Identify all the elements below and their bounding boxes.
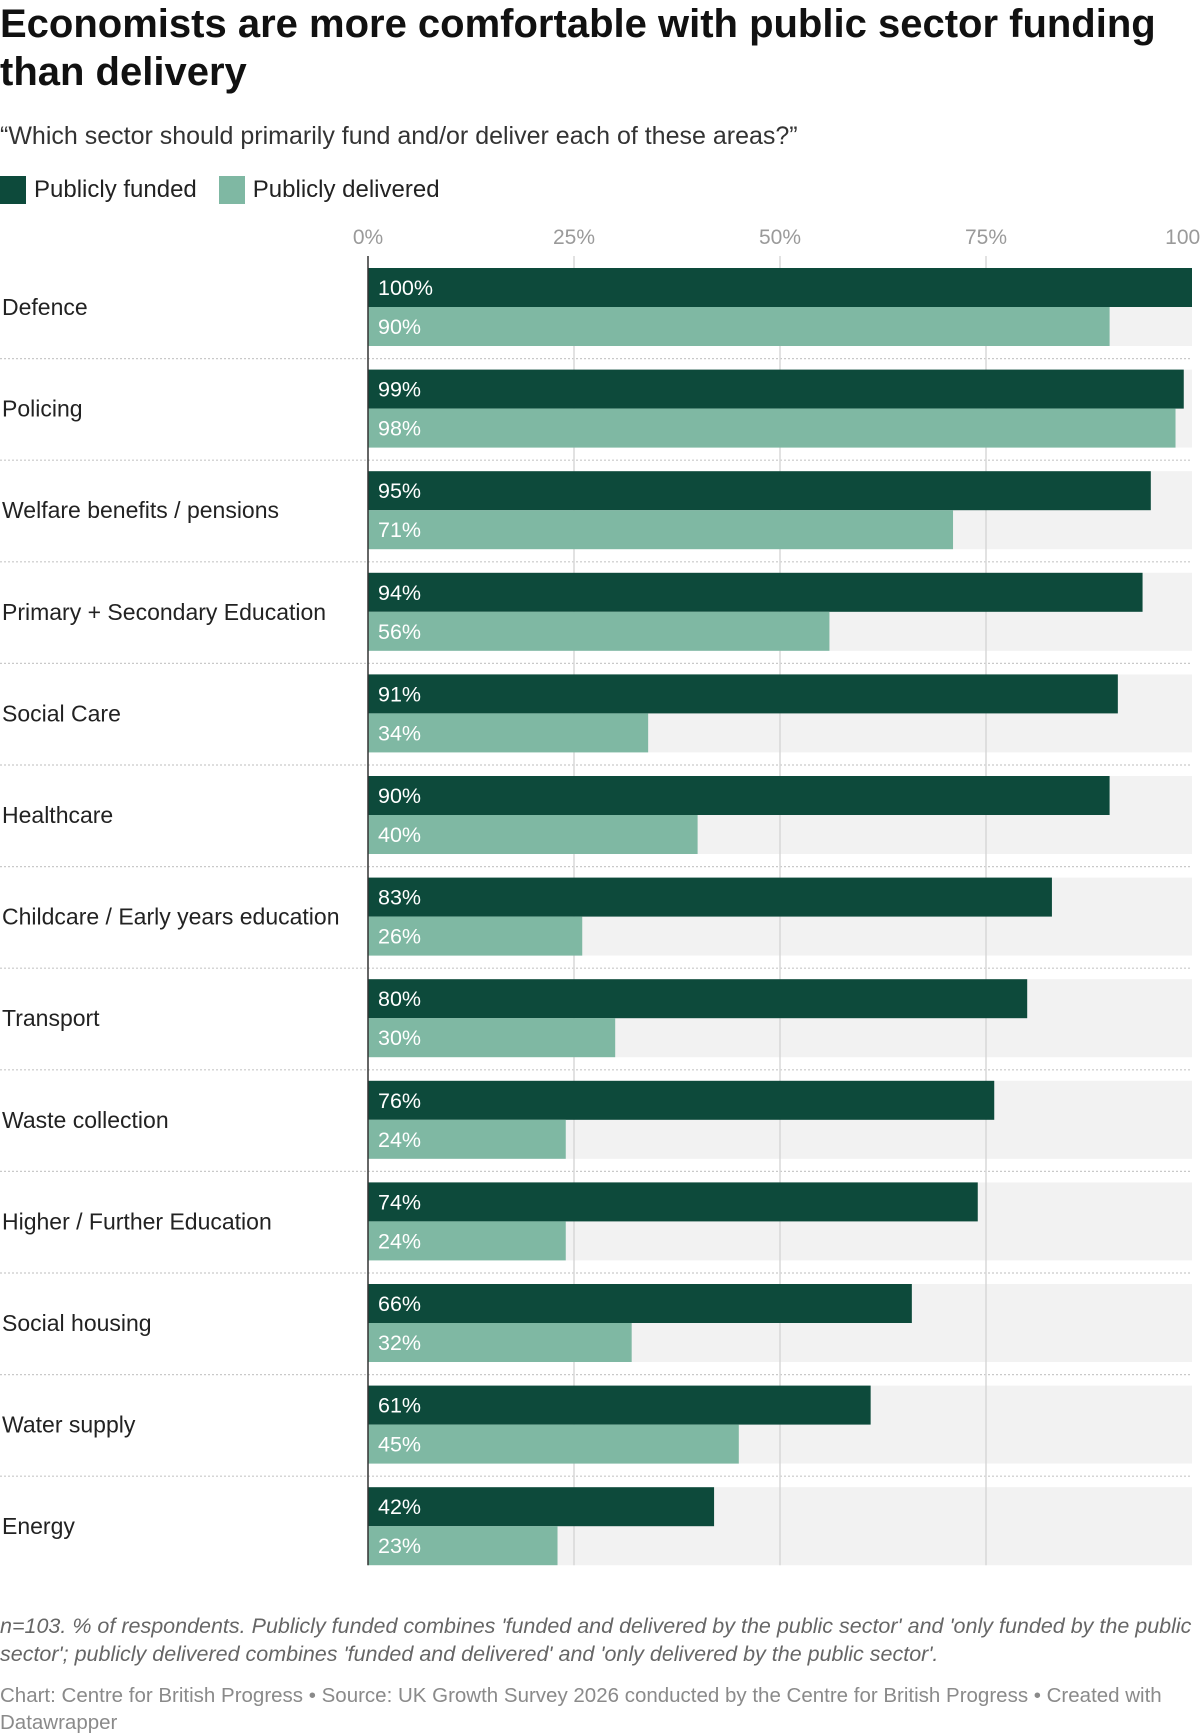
bar-publicly-funded: [368, 268, 1192, 307]
legend: Publicly funded Publicly delivered: [0, 176, 462, 204]
bar-publicly-funded: [368, 1385, 871, 1425]
data-label: 95%: [378, 479, 421, 503]
bar-publicly-delivered: [368, 1526, 558, 1566]
bar-publicly-funded: [368, 471, 1151, 511]
data-label: 30%: [378, 1026, 421, 1050]
bar-publicly-funded: [368, 1284, 912, 1323]
x-tick-label: 0%: [353, 228, 383, 249]
data-label: 24%: [378, 1128, 421, 1152]
data-label: 26%: [378, 925, 421, 949]
category-label: Primary + Secondary Education: [2, 599, 326, 625]
bar-publicly-delivered: [368, 1221, 566, 1261]
bar-publicly-delivered: [368, 307, 1110, 346]
bar-publicly-funded: [368, 1182, 978, 1222]
x-tick-label: 25%: [553, 228, 595, 249]
chart-credit: Chart: Centre for British Progress • Sou…: [0, 1684, 1162, 1734]
data-label: 80%: [378, 987, 421, 1011]
category-label: Energy: [2, 1513, 75, 1539]
category-label: Policing: [2, 396, 83, 422]
category-label: Higher / Further Education: [2, 1208, 272, 1234]
bar-publicly-funded: [368, 1487, 715, 1527]
data-label: 24%: [378, 1229, 421, 1253]
data-label: 91%: [378, 682, 421, 706]
x-tick-label: 75%: [965, 228, 1007, 249]
bar-publicly-funded: [368, 877, 1052, 917]
data-label: 66%: [378, 1292, 421, 1316]
legend-label-funded: Publicly funded: [34, 176, 197, 203]
legend-swatch-funded: [0, 176, 26, 204]
legend-item-funded: Publicly funded: [0, 176, 197, 204]
bar-publicly-funded: [368, 979, 1028, 1019]
data-label: 94%: [378, 581, 421, 605]
bar-publicly-delivered: [368, 713, 649, 753]
data-label: 32%: [378, 1331, 421, 1355]
bar-publicly-delivered: [368, 1119, 566, 1159]
bar-publicly-delivered: [368, 408, 1176, 448]
data-label: 45%: [378, 1433, 421, 1457]
data-label: 40%: [378, 823, 421, 847]
bar-publicly-funded: [368, 776, 1110, 815]
category-label: Social housing: [2, 1310, 152, 1336]
bar-publicly-funded: [368, 1080, 995, 1120]
category-label: Water supply: [2, 1412, 136, 1438]
bar-publicly-funded: [368, 572, 1143, 612]
chart-subtitle: “Which sector should primarily fund and/…: [0, 122, 798, 150]
data-label: 34%: [378, 721, 421, 745]
bar-publicly-delivered: [368, 510, 954, 550]
bar-publicly-funded: [368, 674, 1118, 714]
bar-publicly-delivered: [368, 815, 698, 854]
chart-notes: n=103. % of respondents. Publicly funded…: [0, 1614, 1192, 1666]
data-label: 90%: [378, 784, 421, 808]
chart-title: Economists are more comfortable with pub…: [0, 2, 1156, 94]
data-label: 61%: [378, 1394, 421, 1418]
data-label: 71%: [378, 518, 421, 542]
category-label: Childcare / Early years education: [2, 904, 340, 930]
category-label: Social Care: [2, 700, 121, 726]
x-tick-label: 100%: [1165, 228, 1200, 249]
legend-swatch-delivered: [218, 176, 245, 204]
category-label: Defence: [2, 294, 88, 320]
data-label: 42%: [378, 1495, 421, 1519]
data-label: 56%: [378, 620, 421, 644]
data-label: 23%: [378, 1534, 421, 1558]
data-label: 99%: [378, 378, 421, 402]
legend-label-delivered: Publicly delivered: [252, 176, 440, 203]
bar-publicly-delivered: [368, 1424, 739, 1464]
bar-publicly-delivered: [368, 1018, 616, 1058]
data-label: 76%: [378, 1089, 421, 1113]
data-label: 83%: [378, 886, 421, 910]
category-label: Healthcare: [2, 802, 113, 828]
bar-publicly-delivered: [368, 916, 583, 956]
data-label: 74%: [378, 1190, 421, 1214]
data-label: 100%: [378, 276, 433, 300]
x-tick-label: 50%: [759, 228, 801, 249]
category-label: Welfare benefits / pensions: [2, 497, 279, 523]
data-label: 98%: [378, 417, 421, 441]
legend-item-delivered: Publicly delivered: [218, 176, 440, 204]
bar-publicly-funded: [368, 369, 1184, 409]
bar-publicly-delivered: [368, 1323, 632, 1362]
data-label: 90%: [378, 315, 421, 339]
bar-publicly-delivered: [368, 611, 830, 651]
category-label: Waste collection: [2, 1107, 169, 1133]
category-label: Transport: [2, 1005, 100, 1031]
bar-chart: 0% 25% 50% 75% 100% Defence 100% 90% Policing 99%…: [0, 228, 1200, 1566]
